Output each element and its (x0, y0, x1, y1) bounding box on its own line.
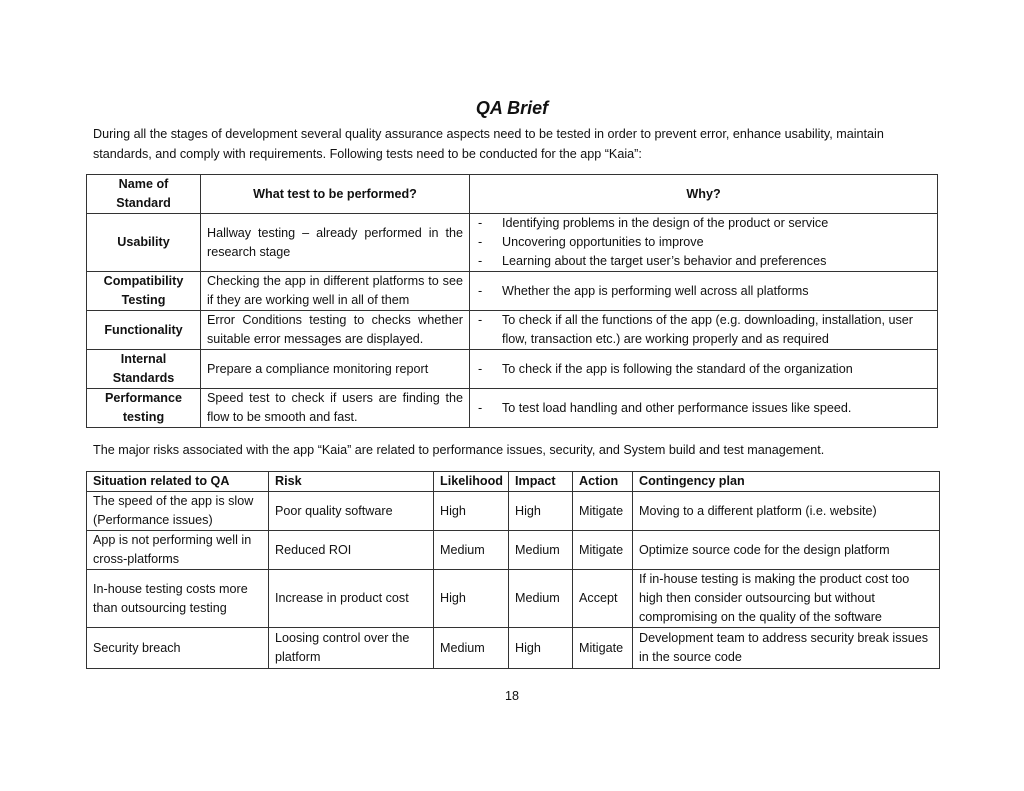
likelihood-cell: High (433, 491, 509, 531)
test-description: Hallway testing – already performed in t… (200, 213, 470, 272)
table-row: App is not performing well in cross-plat… (86, 530, 940, 570)
action-cell: Mitigate (572, 491, 633, 531)
header-what-test: What test to be performed? (200, 174, 470, 214)
header-situation: Situation related to QA (86, 471, 269, 492)
table-row: Performance testing Speed test to check i… (86, 388, 938, 428)
header-likelihood: Likelihood (433, 471, 509, 492)
page-title: QA Brief (475, 98, 549, 118)
action-cell: Accept (572, 569, 633, 628)
impact-cell: Medium (508, 569, 573, 628)
table-header-row: Name of Standard What test to be perform… (86, 174, 938, 214)
situation-cell: The speed of the app is slow (Performanc… (86, 491, 269, 531)
contingency-cell: Optimize source code for the design plat… (632, 530, 940, 570)
why-bullet: To test load handling and other performa… (476, 399, 931, 418)
why-bullet: Learning about the target user’s behavio… (476, 252, 931, 271)
header-name-of-standard: Name of Standard (86, 174, 201, 214)
table-row: Usability Hallway testing – already perfo… (86, 213, 938, 272)
page-number: 18 (504, 689, 519, 703)
situation-cell: Security breach (86, 627, 269, 669)
impact-cell: High (508, 491, 573, 531)
contingency-cell: If in-house testing is making the produc… (632, 569, 940, 628)
impact-cell: Medium (508, 530, 573, 570)
standard-name: Usability (86, 213, 201, 272)
test-description: Error Conditions testing to checks wheth… (200, 310, 470, 350)
risk-table: Situation related to QA Risk Likelihood … (86, 471, 940, 669)
risk-cell: Reduced ROI (268, 530, 434, 570)
table-row: Internal Standards Prepare a compliance m… (86, 349, 938, 389)
risk-intro-paragraph: The major risks associated with the app … (93, 443, 825, 457)
header-why: Why? (469, 174, 938, 214)
table-header-row: Situation related to QA Risk Likelihood … (86, 471, 940, 492)
why-cell: Whether the app is performing well acros… (469, 271, 938, 311)
likelihood-cell: High (433, 569, 509, 628)
header-contingency-plan: Contingency plan (632, 471, 940, 492)
likelihood-cell: Medium (433, 530, 509, 570)
why-bullet: To check if the app is following the sta… (476, 360, 931, 379)
table-row: Functionality Error Conditions testing to… (86, 310, 938, 350)
table-row: The speed of the app is slow (Performanc… (86, 491, 940, 531)
test-description: Checking the app in different platforms … (200, 271, 470, 311)
table-row: Security breach Loosing control over the … (86, 627, 940, 669)
action-cell: Mitigate (572, 627, 633, 669)
contingency-cell: Moving to a different platform (i.e. web… (632, 491, 940, 531)
table-row: In-house testing costs more than outsour… (86, 569, 940, 628)
header-impact: Impact (508, 471, 573, 492)
test-description: Speed test to check if users are finding… (200, 388, 470, 428)
why-bullet: To check if all the functions of the app… (476, 311, 931, 349)
why-cell: To check if all the functions of the app… (469, 310, 938, 350)
why-cell: To test load handling and other performa… (469, 388, 938, 428)
risk-cell: Increase in product cost (268, 569, 434, 628)
action-cell: Mitigate (572, 530, 633, 570)
situation-cell: In-house testing costs more than outsour… (86, 569, 269, 628)
why-cell: To check if the app is following the sta… (469, 349, 938, 389)
why-bullet: Whether the app is performing well acros… (476, 282, 931, 301)
standard-name: Functionality (86, 310, 201, 350)
why-bullet: Identifying problems in the design of th… (476, 214, 931, 233)
standard-name: Performance testing (86, 388, 201, 428)
test-description: Prepare a compliance monitoring report (200, 349, 470, 389)
contingency-cell: Development team to address security bre… (632, 627, 940, 669)
intro-paragraph: During all the stages of development sev… (93, 127, 884, 161)
header-action: Action (572, 471, 633, 492)
situation-cell: App is not performing well in cross-plat… (86, 530, 269, 570)
standard-name: Compatibility Testing (86, 271, 201, 311)
impact-cell: High (508, 627, 573, 669)
header-risk: Risk (268, 471, 434, 492)
why-bullet: Uncovering opportunities to improve (476, 233, 931, 252)
table-row: Compatibility Testing Checking the app in… (86, 271, 938, 311)
standard-name: Internal Standards (86, 349, 201, 389)
standards-table: Name of Standard What test to be perform… (86, 174, 938, 428)
why-cell: Identifying problems in the design of th… (469, 213, 938, 272)
risk-cell: Loosing control over the platform (268, 627, 434, 669)
risk-cell: Poor quality software (268, 491, 434, 531)
likelihood-cell: Medium (433, 627, 509, 669)
